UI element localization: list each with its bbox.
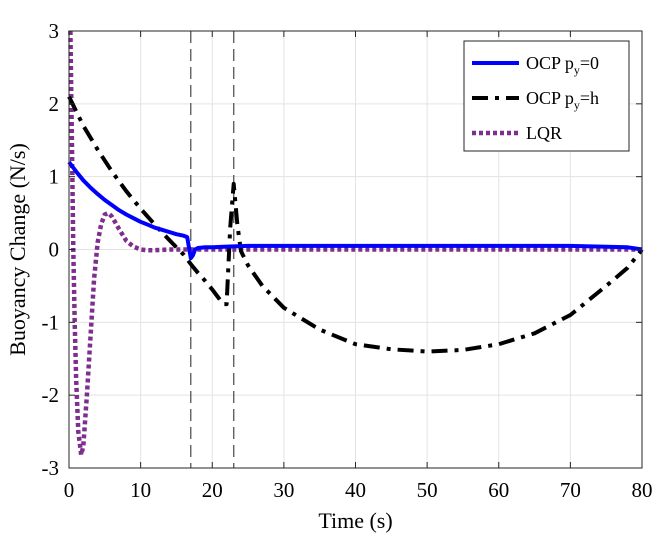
x-tick-label: 0 [64, 478, 75, 502]
legend-box [463, 40, 630, 152]
y-tick-label: 0 [49, 238, 60, 262]
series-line-ocp-p-y-0 [67, 160, 643, 261]
legend-label: LQR [526, 123, 562, 143]
y-tick-label: -1 [42, 310, 60, 334]
y-axis-label: Buoyancy Change (N/s) [5, 143, 30, 356]
x-tick-label: 30 [273, 478, 294, 502]
series-layer [67, 30, 644, 458]
legend-label: OCP py=h [526, 88, 599, 112]
x-tick-label: 60 [488, 478, 509, 502]
legend: OCP py=0 OCP py=h LQR [463, 40, 630, 152]
x-tick-label: 80 [632, 478, 653, 502]
y-tick-label: -3 [42, 456, 60, 480]
x-tick-label: 70 [560, 478, 581, 502]
y-tick-label: 2 [49, 92, 60, 116]
y-tick-label: 3 [49, 19, 60, 43]
x-tick-label: 50 [417, 478, 438, 502]
x-tick-label: 10 [130, 478, 151, 502]
y-tick-label: -2 [42, 383, 60, 407]
series-line-ocp-p-y-h [67, 95, 644, 354]
y-tick-label: 1 [49, 165, 60, 189]
x-axis-label: Time (s) [318, 508, 392, 533]
legend-label: OCP py=0 [526, 53, 599, 77]
series-line-lqr [68, 30, 642, 458]
x-tick-label: 20 [202, 478, 223, 502]
x-tick-label: 40 [345, 478, 366, 502]
